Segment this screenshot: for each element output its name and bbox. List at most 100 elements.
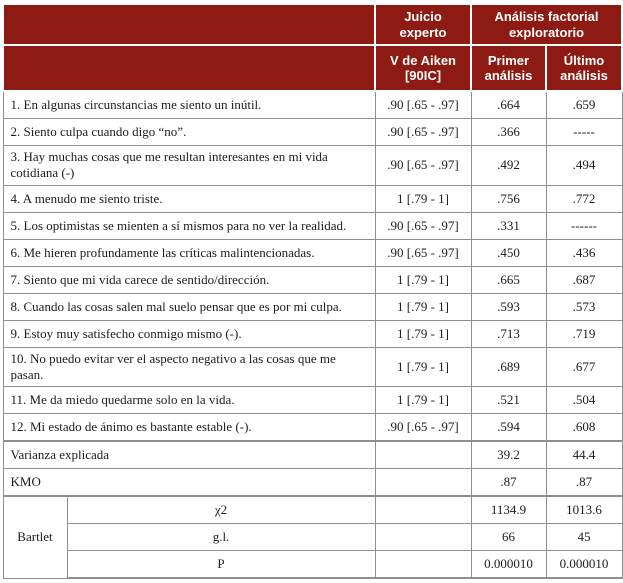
bartlet-gl-primer-value: 66	[470, 523, 547, 552]
item-label: 4. A menudo me siento triste.	[2, 184, 376, 213]
bartlet-p-ultimo-value: 0.000010	[545, 550, 623, 580]
varianza-primer-value: 39.2	[470, 440, 547, 470]
header-primer-analisis: Primer análisis	[470, 44, 547, 93]
bartlet-chi2-row: Bartlet χ2 1134.9 1013.6	[2, 495, 623, 579]
ultimo-value: ------	[545, 211, 623, 240]
bartlet-p-aiken-empty	[374, 550, 472, 580]
aiken-value: .90 [.65 - .97]	[374, 413, 472, 443]
bartlet-gl-aiken-empty	[374, 523, 472, 552]
item-label: 3. Hay muchas cosas que me resultan inte…	[2, 145, 376, 186]
primer-value: .756	[470, 184, 547, 213]
item-row: 10. No puedo evitar ver el aspecto negat…	[2, 346, 623, 388]
item-row: 8. Cuando las cosas salen mal suelo pens…	[2, 292, 623, 321]
primer-value: .713	[470, 319, 547, 348]
ultimo-value: .436	[545, 238, 623, 267]
aiken-value: 1 [.79 - 1]	[374, 386, 472, 415]
aiken-value: .90 [.65 - .97]	[374, 118, 472, 147]
bartlet-stat-gl: g.l.	[66, 523, 376, 552]
primer-value: .664	[470, 90, 547, 120]
kmo-ultimo-value: .87	[545, 468, 623, 498]
aiken-value: 1 [.79 - 1]	[374, 346, 472, 388]
aiken-value: 1 [.79 - 1]	[374, 265, 472, 294]
aiken-value: .90 [.65 - .97]	[374, 238, 472, 267]
primer-value: .521	[470, 386, 547, 415]
header-empty-cell-2	[2, 44, 376, 93]
ultimo-value: .504	[545, 386, 623, 415]
bartlet-gl-row: g.l. 66 45	[3, 523, 623, 552]
bartlet-chi2-aiken-empty	[374, 495, 472, 525]
item-row: 7. Siento que mi vida carece de sentido/…	[2, 265, 623, 294]
kmo-aiken-empty	[374, 468, 472, 498]
bartlet-p-row: P 0.000010 0.000010	[3, 550, 623, 580]
aiken-value: .90 [.65 - .97]	[374, 211, 472, 240]
item-row: 2. Siento culpa cuando digo “no”. .90 [.…	[2, 118, 623, 147]
aiken-value: 1 [.79 - 1]	[374, 292, 472, 321]
item-label: 8. Cuando las cosas salen mal suelo pens…	[2, 292, 376, 321]
item-label: 7. Siento que mi vida carece de sentido/…	[2, 265, 376, 294]
header-juicio-experto: Juicio experto	[374, 2, 472, 47]
bartlet-gl-ultimo-value: 45	[545, 523, 623, 552]
aiken-value: .90 [.65 - .97]	[374, 145, 472, 186]
ultimo-value: .608	[545, 413, 623, 443]
item-row: 3. Hay muchas cosas que me resultan inte…	[2, 145, 623, 186]
ultimo-value: .687	[545, 265, 623, 294]
ultimo-value: .719	[545, 319, 623, 348]
item-label: 9. Estoy muy satisfecho conmigo mismo (-…	[2, 319, 376, 348]
item-row: 4. A menudo me siento triste. 1 [.79 - 1…	[2, 184, 623, 213]
aiken-value: .90 [.65 - .97]	[374, 90, 472, 120]
header-analisis-factorial: Análisis factorial exploratorio	[470, 2, 623, 47]
item-label: 12. Mi estado de ánimo es bastante estab…	[2, 413, 376, 443]
primer-value: .689	[470, 346, 547, 388]
ultimo-value: .772	[545, 184, 623, 213]
varianza-ultimo-value: 44.4	[545, 440, 623, 470]
item-label: 1. En algunas circunstancias me siento u…	[2, 90, 376, 120]
bartlet-stat-chi2: χ2	[66, 495, 376, 525]
item-label: 11. Me da miedo quedarme solo en la vida…	[2, 386, 376, 415]
item-label: 2. Siento culpa cuando digo “no”.	[2, 118, 376, 147]
item-row: 11. Me da miedo quedarme solo en la vida…	[2, 386, 623, 415]
varianza-aiken-empty	[374, 440, 472, 470]
item-row: 12. Mi estado de ánimo es bastante estab…	[2, 413, 623, 443]
bartlet-label: Bartlet	[2, 495, 68, 579]
header-columns-row: V de Aiken [90IC] Primer análisis Último…	[2, 44, 623, 93]
primer-value: .450	[470, 238, 547, 267]
aiken-value: 1 [.79 - 1]	[374, 319, 472, 348]
kmo-row: KMO .87 .87	[2, 468, 623, 498]
primer-value: .594	[470, 413, 547, 443]
header-empty-cell	[2, 2, 376, 47]
primer-value: .331	[470, 211, 547, 240]
varianza-label: Varianza explicada	[2, 440, 376, 470]
kmo-label: KMO	[2, 468, 376, 498]
aiken-value: 1 [.79 - 1]	[374, 184, 472, 213]
ultimo-value: .494	[545, 145, 623, 186]
bartlet-chi2-ultimo-value: 1013.6	[545, 495, 623, 525]
item-row: 1. En algunas circunstancias me siento u…	[2, 90, 623, 120]
primer-value: .593	[470, 292, 547, 321]
ultimo-value: .659	[545, 90, 623, 120]
table-header: Juicio experto Análisis factorial explor…	[2, 2, 623, 93]
item-row: 5. Los optimistas se mienten a sí mismos…	[2, 211, 623, 240]
item-label: 6. Me hieren profundamente las críticas …	[2, 238, 376, 267]
kmo-primer-value: .87	[470, 468, 547, 498]
bartlet-stat-p: P	[66, 550, 376, 580]
primer-value: .665	[470, 265, 547, 294]
item-row: 9. Estoy muy satisfecho conmigo mismo (-…	[2, 319, 623, 348]
item-row: 6. Me hieren profundamente las críticas …	[2, 238, 623, 267]
header-ultimo-analisis: Último análisis	[545, 44, 623, 93]
varianza-row: Varianza explicada 39.2 44.4	[2, 440, 623, 470]
header-v-de-aiken: V de Aiken [90IC]	[374, 44, 472, 93]
bartlet-chi2-primer-value: 1134.9	[470, 495, 547, 525]
primer-value: .492	[470, 145, 547, 186]
bartlet-p-primer-value: 0.000010	[470, 550, 547, 580]
ultimo-value: .677	[545, 346, 623, 388]
summary-body: Varianza explicada 39.2 44.4 KMO .87 .87	[2, 440, 623, 498]
bartlet-body: Bartlet χ2 1134.9 1013.6 g.l. 66 45 P 0.…	[2, 495, 623, 580]
items-body: 1. En algunas circunstancias me siento u…	[2, 90, 623, 443]
ultimo-value: -----	[545, 118, 623, 147]
ultimo-value: .573	[545, 292, 623, 321]
item-label: 5. Los optimistas se mienten a sí mismos…	[2, 211, 376, 240]
header-group-row: Juicio experto Análisis factorial explor…	[2, 2, 623, 47]
item-label: 10. No puedo evitar ver el aspecto negat…	[2, 346, 376, 388]
